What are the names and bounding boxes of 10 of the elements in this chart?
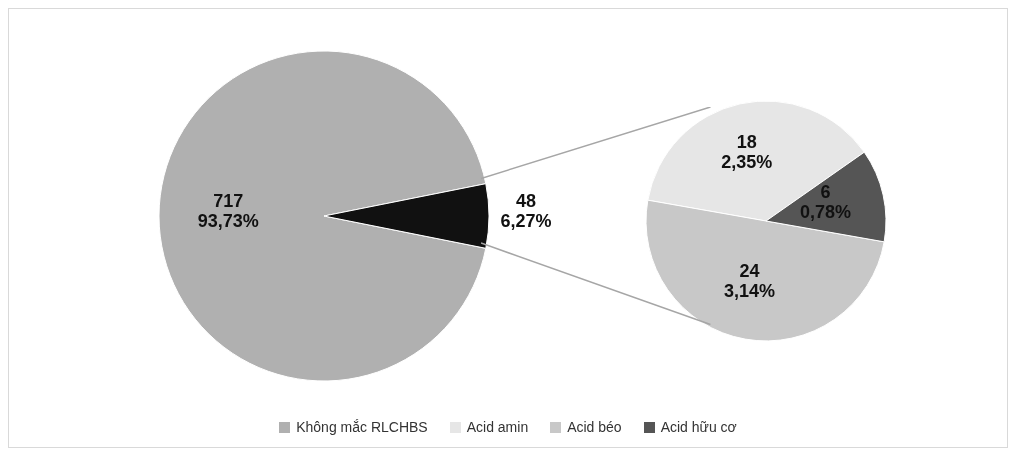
legend-label: Không mắc RLCHBS — [296, 419, 428, 435]
legend-label: Acid hữu cơ — [660, 419, 737, 435]
data-label: 18 2,35% — [721, 131, 773, 172]
data-label: 48 6,27% — [500, 191, 552, 231]
data-label: 24 3,14% — [724, 261, 776, 301]
legend-label: Acid béo — [567, 419, 622, 435]
data-label: 717 93,73% — [197, 191, 259, 231]
pie-slice — [158, 50, 487, 382]
data-label: 6 0,78% — [799, 181, 851, 222]
legend-label: Acid amin — [466, 419, 529, 435]
